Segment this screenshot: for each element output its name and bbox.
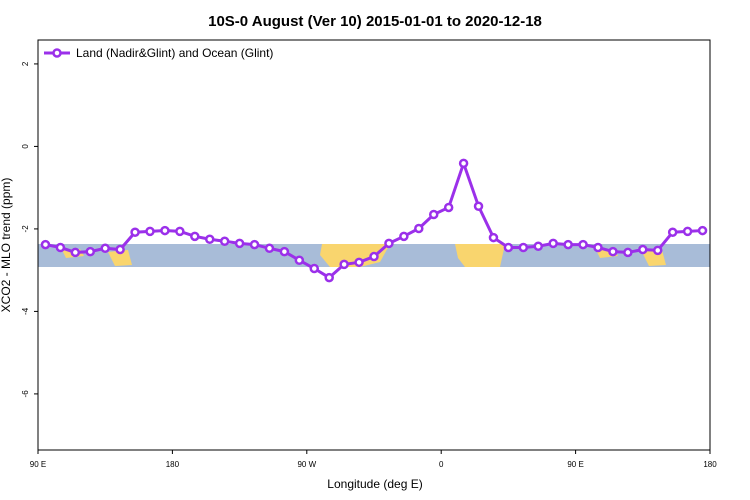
data-point	[70, 247, 81, 258]
data-point	[652, 245, 663, 256]
data-point	[443, 202, 454, 213]
y-tick-label: -6	[21, 390, 30, 398]
legend-marker	[52, 48, 62, 58]
chart-title: 10S-0 August (Ver 10) 2015-01-01 to 2020…	[208, 13, 542, 30]
y-tick-label: 0	[21, 144, 30, 149]
data-point	[279, 246, 290, 257]
data-point	[473, 201, 484, 211]
y-tick-label: 2	[21, 61, 30, 66]
data-point	[697, 225, 708, 236]
data-point	[578, 239, 588, 250]
data-point	[369, 251, 379, 262]
data-point	[339, 259, 349, 270]
data-point	[667, 227, 678, 237]
x-tick-label: 90 E	[30, 460, 46, 469]
data-point	[204, 234, 215, 244]
data-point	[533, 241, 544, 251]
data-point	[309, 263, 320, 274]
data-point	[85, 246, 96, 257]
data-point	[458, 158, 469, 169]
x-tick-label: 90 W	[297, 460, 316, 469]
legend-label: Land (Nadir&Glint) and Ocean (Glint)	[76, 46, 273, 60]
plot-frame	[37, 39, 711, 451]
data-point	[234, 238, 245, 249]
data-point	[593, 242, 603, 253]
data-point	[145, 226, 155, 237]
data-point	[548, 238, 558, 249]
data-point	[488, 232, 499, 243]
data-point	[190, 231, 200, 242]
data-point	[40, 239, 51, 250]
data-point	[55, 242, 66, 253]
data-point	[384, 238, 394, 249]
data-point	[249, 239, 260, 250]
data-point	[354, 257, 364, 268]
data-point	[294, 255, 305, 266]
data-point	[428, 209, 439, 220]
data-point	[219, 236, 230, 247]
y-axis-label: XCO2 - MLO trend (ppm)	[0, 178, 13, 313]
y-tick-label: -2	[21, 225, 30, 233]
data-point	[399, 231, 409, 242]
data-point	[115, 244, 125, 255]
data-point	[638, 244, 648, 255]
data-point	[175, 226, 185, 237]
data-point	[682, 226, 693, 237]
x-tick-label: 180	[166, 460, 180, 469]
x-axis-label: Longitude (deg E)	[327, 477, 422, 491]
y-tick-label: -4	[21, 307, 30, 315]
data-point	[623, 247, 633, 258]
data-point	[503, 242, 514, 253]
data-point	[264, 243, 275, 254]
data-point	[324, 272, 334, 283]
data-point	[130, 227, 140, 237]
x-tick-label: 0	[439, 460, 444, 469]
x-tick-label: 90 E	[567, 460, 583, 469]
data-point	[563, 239, 573, 250]
data-point	[518, 242, 529, 253]
data-point	[100, 243, 110, 254]
data-point	[414, 223, 424, 234]
x-tick-label: 180	[703, 460, 717, 469]
data-point	[160, 225, 170, 236]
data-point	[608, 246, 618, 257]
